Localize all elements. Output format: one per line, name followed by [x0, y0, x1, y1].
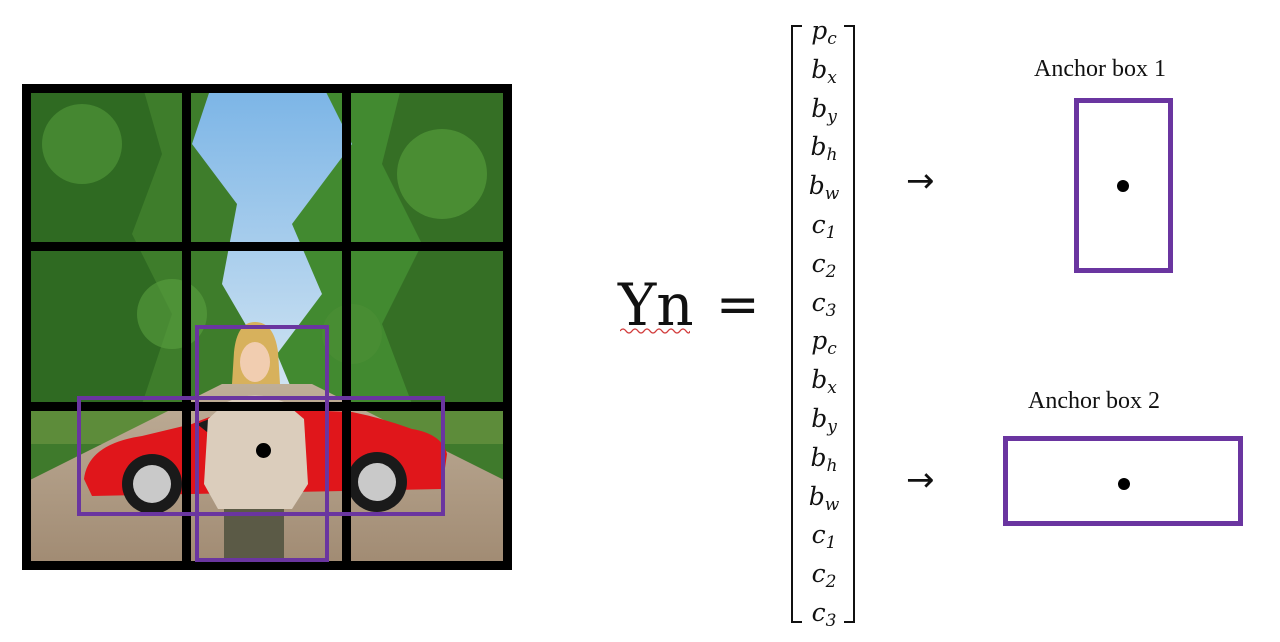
grid-line-vertical [22, 84, 31, 570]
grid-line-horizontal [22, 402, 512, 411]
anchor-box-2 [1003, 436, 1243, 526]
vector-entry-base: b [810, 132, 827, 162]
vector-entry: bw [795, 478, 853, 517]
person-bounding-box [195, 325, 329, 562]
vector-entry-base: b [810, 442, 827, 472]
vector-entry-subscript: 3 [825, 300, 837, 321]
vector-entry: by [795, 90, 853, 129]
vector-entry-subscript: 2 [825, 572, 837, 593]
vector-entry: c1 [795, 206, 853, 245]
vector-entry: pc [795, 12, 853, 51]
vector-entry-subscript: x [827, 378, 837, 399]
vector-entry-subscript: 3 [825, 610, 837, 631]
output-vector: pc bx by bh bw c1 c2 c3 pc bx by bh bw c1 c2 c3 [795, 12, 853, 633]
vector-entry-base: c [811, 559, 826, 589]
vector-entry-base: c [811, 287, 826, 317]
anchor-box-1-label: Anchor box 1 [1034, 56, 1166, 82]
vector-bracket-left [791, 25, 802, 623]
vector-entry-base: p [811, 16, 828, 45]
vector-entry-subscript: w [824, 494, 840, 515]
vector-entry: by [795, 400, 853, 439]
vector-entry-base: b [808, 171, 825, 201]
grid-line-vertical [503, 84, 512, 570]
vector-entry-subscript: y [827, 106, 837, 127]
vector-entry-base: b [811, 93, 828, 123]
grid-line-horizontal [22, 84, 512, 93]
arrow-to-anchor-1: → [906, 161, 935, 201]
vector-entry-subscript: h [826, 455, 838, 476]
vector-entry: pc [795, 322, 853, 361]
vector-entry: bx [795, 51, 853, 90]
grid-line-vertical [182, 84, 191, 570]
anchor-box-2-center [1118, 478, 1130, 490]
grid-line-horizontal [22, 561, 512, 570]
vector-entry-subscript: 1 [825, 533, 837, 554]
vector-entry: c3 [795, 594, 853, 633]
vector-entry: c2 [795, 555, 853, 594]
vector-entry-base: b [811, 365, 828, 395]
vector-entry-base: c [811, 248, 826, 278]
anchor-box-1-center [1117, 180, 1129, 192]
anchor-box-1 [1074, 98, 1173, 273]
vector-entry-subscript: x [827, 67, 837, 88]
arrow-to-anchor-2: → [906, 460, 935, 500]
vector-entry-base: p [811, 326, 828, 356]
vector-entry-base: c [811, 520, 826, 550]
vector-entry-subscript: 1 [825, 222, 837, 243]
vector-entry: c1 [795, 516, 853, 555]
vector-entry-subscript: h [826, 145, 838, 166]
vector-entry-base: c [811, 597, 826, 627]
anchor-box-2-label: Anchor box 2 [1028, 388, 1160, 414]
vector-entry: bx [795, 361, 853, 400]
vector-entry: c2 [795, 245, 853, 284]
vector-entry: bh [795, 128, 853, 167]
vector-entry: c3 [795, 284, 853, 323]
grid-line-horizontal [22, 242, 512, 251]
object-center-dot [256, 443, 271, 458]
equals-sign: = [716, 275, 760, 335]
spellcheck-underline [620, 328, 690, 334]
vector-entry-base: b [811, 403, 828, 433]
output-label: Yn [618, 271, 694, 339]
vector-entry-subscript: c [827, 339, 837, 360]
vector-entry-subscript: 2 [825, 261, 837, 282]
car-bounding-box [77, 396, 445, 516]
vector-bracket-right [844, 25, 855, 623]
vector-entry: bw [795, 167, 853, 206]
scene-photo [22, 84, 512, 570]
vector-entry-subscript: y [827, 416, 837, 437]
vector-entry: bh [795, 439, 853, 478]
grid-line-vertical [342, 84, 351, 570]
vector-entry-subscript: c [827, 29, 837, 49]
vector-entry-base: b [808, 481, 825, 511]
vector-entry-base: b [811, 54, 828, 84]
vector-entry-base: c [811, 209, 826, 239]
vector-entry-subscript: w [824, 184, 840, 205]
